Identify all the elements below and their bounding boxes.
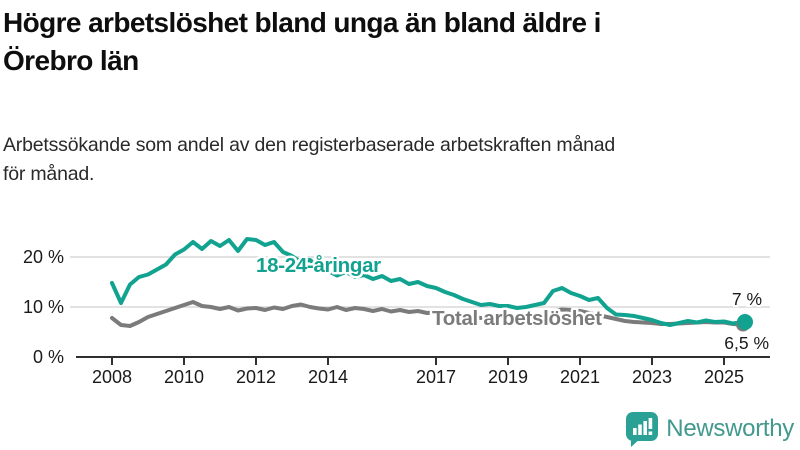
page-title-line-1: Högre arbetslöshet bland unga än bland ä…: [3, 7, 601, 38]
chart-subtitle: Arbetssökande som andel av den registerb…: [3, 131, 783, 190]
page-title-line-2: Örebro län: [3, 44, 139, 76]
series-label-youth: 18-24-åringar: [256, 254, 381, 277]
y-tick-label-20: 20 %: [23, 247, 64, 267]
series-line-18-24-ringar: [110, 237, 744, 327]
series-label-total: Total arbetslöshet: [432, 307, 602, 330]
newsworthy-logo: Newsworthy: [625, 411, 794, 447]
x-tick-label-2012: 2012: [236, 367, 276, 387]
x-tick-label-2019: 2019: [488, 367, 528, 387]
newsworthy-chart-bubble-icon: [626, 412, 659, 447]
y-tick-label-0: 0 %: [33, 347, 64, 367]
chart-subtitle-line-1: Arbetssökande som andel av den registerb…: [3, 134, 616, 156]
y-tick-label-10: 10 %: [23, 297, 64, 317]
x-tick-label-2010: 2010: [164, 367, 204, 387]
x-tick-label-2008: 2008: [92, 367, 132, 387]
x-tick-label-2017: 2017: [416, 367, 456, 387]
chart-svg: 18-24-åringar Total arbetslöshet 2008 2010 2…: [23, 237, 771, 387]
newsworthy-wordmark: Newsworthy: [666, 415, 794, 442]
x-tick-label-2014: 2014: [308, 367, 348, 387]
end-value-label-youth: 7 %: [732, 289, 762, 309]
end-value-label-total: 6,5 %: [724, 333, 769, 353]
x-tick-label-2025: 2025: [704, 367, 744, 387]
x-tick-label-2021: 2021: [560, 367, 600, 387]
end-dot-youth: [737, 314, 753, 330]
page-title: Högre arbetslöshet bland unga än bland ä…: [3, 4, 783, 80]
chart-subtitle-line-2: för månad.: [3, 163, 95, 186]
x-tick-label-2023: 2023: [632, 367, 672, 387]
series-line-total-arbetsl-shet: [110, 300, 744, 328]
